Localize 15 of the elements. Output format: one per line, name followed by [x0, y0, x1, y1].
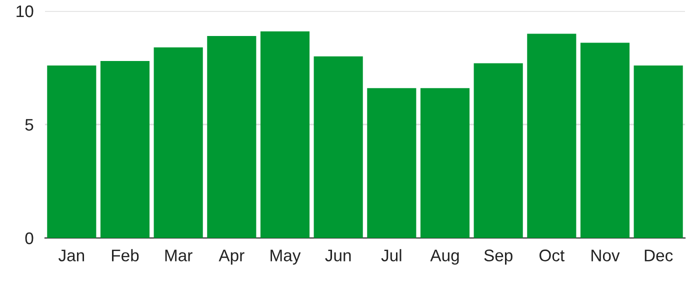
x-tick-label: Jun [325, 250, 351, 262]
x-tick-label: Jul [381, 249, 402, 262]
x-tick-label: Nov [592, 250, 620, 262]
y-tick-label: 5 [25, 119, 34, 131]
x-tick-label: Sep [484, 250, 512, 265]
x-tick-label: May [270, 250, 301, 265]
y-tick-label: 10 [16, 5, 34, 18]
x-tick-label: Apr [218, 250, 244, 265]
x-tick-label: Mar [165, 250, 192, 262]
x-tick-label: Feb [112, 249, 139, 262]
x-tick-label: Jan [58, 250, 84, 262]
x-tick-label: Dec [644, 250, 673, 262]
x-tick-label: Aug [430, 250, 459, 265]
x-tick-label: Oct [539, 250, 565, 262]
y-tick-label: 0 [25, 232, 34, 244]
